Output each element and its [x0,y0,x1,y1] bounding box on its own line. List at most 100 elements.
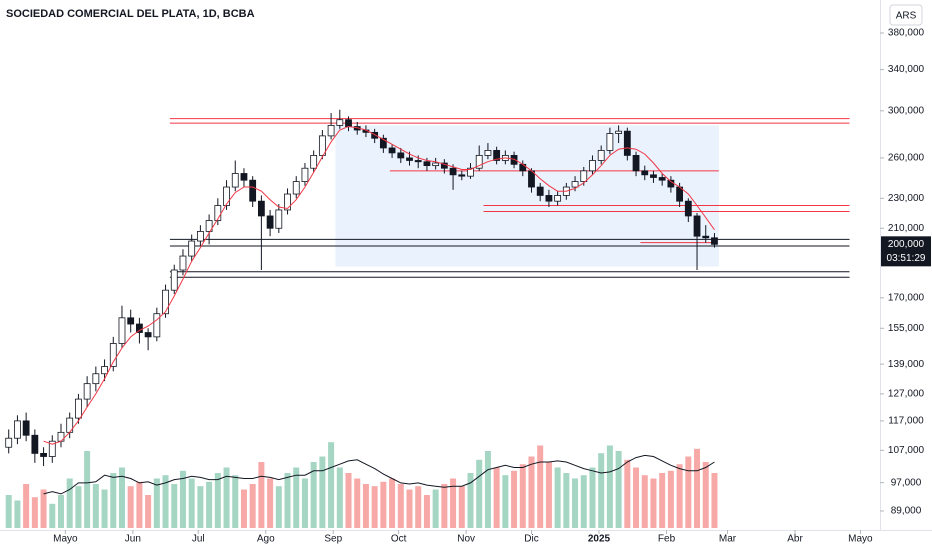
candle-body [475,155,483,169]
x-tick-label: Mayo [53,534,78,545]
candle-body [388,147,396,154]
volume-bar [23,484,30,528]
candle-body [702,235,710,239]
candle-body [371,131,379,139]
volume-bar [537,445,544,528]
volume-bar [502,475,509,528]
x-tick-label: Feb [658,534,676,545]
candle-body [580,170,588,182]
y-tick-label: 117,000 [888,416,924,427]
volume-bar [136,481,143,528]
candle-body [467,167,474,177]
volume-bar [580,475,587,528]
candle-body [275,209,283,229]
candle-body [693,215,701,237]
candle-body [484,150,492,156]
volume-bar [232,475,239,528]
volume-bar [641,475,648,528]
y-tick-label: 107,000 [888,445,925,456]
candle-body [118,317,126,344]
candle-body [711,237,718,245]
ma-line [43,125,715,445]
candle-body [658,177,666,181]
volume-bar [511,470,518,528]
volume-bar [676,464,683,528]
y-tick-label: 340,000 [888,64,925,75]
y-tick-label: 127,000 [888,389,925,400]
volume-bar [188,478,195,528]
candle-body [92,373,100,385]
x-tick-label: Abr [787,534,803,545]
plot-area [5,109,850,528]
candle-body [318,135,326,156]
volume-bar [171,484,178,528]
y-tick-label: 230,000 [888,193,925,204]
candle-body [510,155,518,165]
candle-body [170,269,178,291]
volume-bar [354,478,361,528]
candle-body [597,150,605,161]
volume-bar [528,456,535,528]
volume-bar [624,459,631,528]
candle-body [615,130,623,134]
y-tick-label: 97,000 [891,477,922,488]
x-tick-label: Sep [324,534,342,545]
volume-bar [275,486,282,528]
volume-bar [223,467,230,528]
volume-bar [31,497,38,528]
candle-body [606,133,614,151]
x-tick-label: Mar [719,534,737,545]
volume-bar [397,484,404,528]
volume-bar [57,495,64,528]
volume-bar [423,495,430,528]
volume-bar [153,478,160,528]
y-tick-label: 380,000 [888,28,925,39]
volume-bar [554,467,561,528]
candle-body [22,420,30,436]
volume-bar [450,478,457,528]
range-box [335,125,719,267]
candle-body [292,181,300,195]
candle-body [40,452,47,457]
volume-bar [127,486,134,528]
volume-bar [615,451,622,528]
candle-body [684,200,692,217]
candle-body [75,398,82,419]
candle-body [31,434,39,454]
x-tick-label: 2025 [588,534,611,545]
candle-body [589,160,596,172]
currency-box[interactable] [889,4,923,26]
volume-bar [258,462,265,528]
volume-bar [380,481,387,528]
volume-bar [319,456,326,528]
x-tick-label: Nov [457,534,475,545]
candle-body [406,157,413,161]
volume-bar [362,484,369,528]
candle-body [240,173,248,181]
volume-bar [545,462,552,528]
volume-bar [702,462,709,528]
volume-bar [66,478,73,528]
volume-bar [301,478,308,528]
volume-bar [389,478,396,528]
candle-body [48,440,56,457]
candle-body [397,152,405,159]
candle-body [101,366,108,375]
x-tick-label: Jun [125,534,141,545]
volume-bar [197,486,204,528]
volume-bar [328,442,335,528]
volume-bar [694,448,701,528]
candle-body [136,323,143,333]
candle-body [379,137,387,149]
volume-bar [659,473,666,528]
candle-body [83,383,91,400]
volume-bar [92,484,99,528]
volume-bar [484,451,491,528]
volume-bar [145,495,152,528]
x-tick-label: Dic [524,534,538,545]
currency[interactable]: ARS [896,11,917,22]
candle-body [284,193,291,211]
volume-bar [432,489,439,528]
y-tick-label: 89,000 [891,506,922,517]
